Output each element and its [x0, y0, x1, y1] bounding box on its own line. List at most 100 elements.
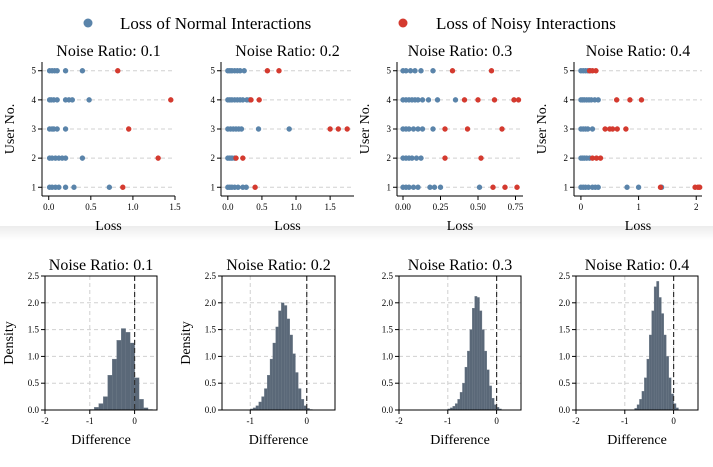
histogram-bar — [289, 334, 293, 411]
noisy-loss-point — [627, 97, 633, 103]
y-tick-label: 4 — [564, 95, 569, 105]
x-tick-label: 0.00 — [395, 202, 411, 212]
histogram-bar — [454, 403, 458, 411]
y-tick-label: 1 — [32, 182, 37, 192]
noisy-loss-point — [593, 68, 599, 74]
y-axis-label: User No. — [3, 104, 18, 155]
histogram-bar — [459, 392, 463, 411]
x-axis-label: Loss — [625, 219, 651, 234]
noisy-loss-point — [442, 155, 448, 161]
histogram-bar — [661, 313, 664, 411]
chart-panel-7: Noise Ratio: 0.3 0.0 0.5 1.0 1.5 2.0 2.5 -2 -1 0D… — [382, 257, 522, 448]
normal-loss-point — [427, 184, 433, 190]
normal-loss-point — [406, 184, 412, 190]
histogram-bar — [134, 377, 140, 411]
legend-noisy-marker — [398, 18, 408, 28]
histogram-bar — [644, 377, 647, 411]
noisy-loss-point — [499, 126, 505, 132]
histogram-bar — [258, 401, 262, 411]
noisy-loss-point — [464, 126, 471, 132]
y-tick-label: 1 — [387, 182, 392, 192]
noisy-loss-point — [511, 97, 517, 103]
y-tick-label: 1 — [564, 182, 569, 192]
histogram-bar — [489, 385, 492, 411]
y-tick-label: 2.0 — [28, 298, 40, 308]
normal-loss-point — [69, 97, 76, 103]
x-tick-label: 0 — [305, 416, 310, 426]
noisy-loss-point — [256, 97, 262, 103]
normal-loss-point — [410, 184, 417, 190]
histogram-bar — [462, 383, 466, 411]
legend: Loss of Normal Interactions Loss of Nois… — [83, 14, 616, 33]
y-tick-label: 2.5 — [28, 271, 40, 281]
x-axis-label: Difference — [430, 433, 490, 448]
x-tick-label: 0.0 — [222, 202, 234, 212]
x-tick-label: 0.75 — [508, 202, 524, 212]
y-tick-label: 0.0 — [205, 405, 217, 415]
normal-loss-point — [237, 68, 243, 74]
noisy-loss-point — [335, 126, 342, 132]
normal-loss-point — [62, 184, 69, 190]
normal-loss-point — [585, 126, 591, 132]
normal-loss-point — [624, 184, 630, 190]
normal-loss-point — [403, 68, 409, 74]
noisy-loss-point — [593, 155, 600, 161]
histogram-bar — [491, 398, 495, 411]
noisy-loss-point — [240, 155, 246, 161]
noisy-loss-point — [442, 126, 448, 132]
y-tick-label: 2.0 — [382, 298, 394, 308]
panel-frame — [398, 275, 522, 411]
normal-loss-point — [106, 184, 113, 190]
panel-frame — [221, 275, 336, 411]
noisy-loss-point — [168, 97, 174, 103]
normal-loss-point — [406, 126, 412, 132]
normal-loss-point — [410, 126, 417, 132]
noisy-loss-point — [276, 68, 282, 74]
histogram-bar — [300, 399, 305, 411]
x-tick-label: 1.0 — [290, 202, 302, 212]
normal-loss-point — [419, 126, 426, 132]
panel-frame — [575, 275, 699, 411]
x-tick-label: 2 — [694, 202, 699, 212]
noisy-loss-point — [589, 155, 596, 161]
histogram-bar — [658, 297, 662, 411]
histogram-bar — [295, 372, 299, 411]
normal-loss-point — [437, 184, 444, 190]
noisy-loss-point — [449, 68, 456, 74]
noisy-loss-point — [126, 126, 132, 132]
histogram-bar — [281, 302, 285, 411]
normal-loss-point — [430, 126, 436, 132]
noisy-loss-point — [475, 97, 481, 103]
noisy-loss-point — [515, 97, 522, 103]
normal-loss-point — [407, 68, 414, 74]
y-tick-label: 2.5 — [382, 271, 394, 281]
normal-loss-point — [62, 68, 69, 74]
normal-loss-point — [589, 126, 596, 132]
normal-loss-point — [418, 155, 424, 161]
y-tick-label: 2.5 — [559, 271, 571, 281]
x-tick-label: 0 — [579, 202, 584, 212]
y-tick-label: 4 — [211, 95, 216, 105]
chart-panel-1: Noise Ratio: 0.1 1 2 3 4 5 0.0 0.5 1.0 1.5 Loss Use… — [3, 43, 181, 234]
normal-loss-point — [56, 184, 62, 190]
y-tick-label: 0.0 — [559, 405, 571, 415]
panel-title: Noise Ratio: 0.1 — [49, 257, 153, 274]
y-tick-label: 1 — [211, 182, 216, 192]
histogram-bar — [469, 329, 473, 411]
noisy-loss-point — [233, 155, 239, 161]
x-tick-label: 0.5 — [85, 202, 97, 212]
histogram-bar — [112, 358, 117, 411]
noisy-loss-point — [609, 126, 616, 132]
histogram-bar — [261, 396, 265, 411]
x-tick-label: -2 — [395, 416, 403, 426]
normal-loss-point — [415, 184, 421, 190]
histogram-bar — [264, 388, 268, 411]
histogram-bar — [292, 353, 296, 411]
histogram-bar — [467, 350, 470, 411]
histogram-bar — [651, 310, 655, 411]
chart-panels: Noise Ratio: 0.1 1 2 3 4 5 0.0 0.5 1.0 1.5 Loss Use… — [2, 43, 703, 448]
histogram-bar — [272, 342, 276, 411]
normal-loss-point — [62, 155, 69, 161]
histogram-bar — [484, 350, 487, 411]
normal-loss-point — [286, 126, 292, 132]
